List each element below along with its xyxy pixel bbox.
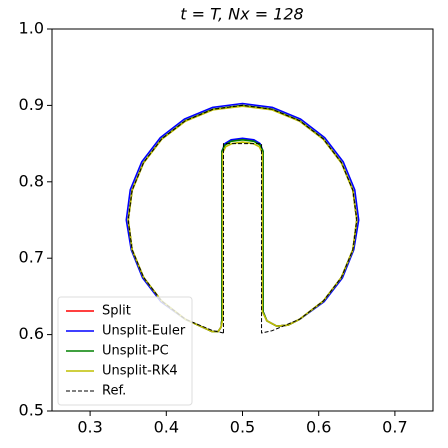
y-tick-label: 0.5 [19,401,44,420]
y-tick-label: 1.0 [19,19,44,38]
x-tick-label: 0.6 [306,418,331,437]
x-tick-label: 0.3 [77,418,102,437]
y-tick-label: 0.8 [19,171,44,190]
x-tick-label: 0.5 [230,418,255,437]
x-tick-label: 0.7 [382,418,407,437]
chart-title: t = T, Nx = 128 [180,5,303,24]
series-line [127,104,358,334]
x-tick-label: 0.4 [154,418,179,437]
legend-label: Ref. [102,384,126,399]
plot-frame [51,28,434,412]
y-tick-label: 0.7 [19,248,44,267]
legend-label: Unsplit-Euler [102,324,186,339]
legend-label: Unsplit-RK4 [102,364,178,379]
y-tick-label: 0.9 [19,95,44,114]
legend-label: Unsplit-PC [102,344,169,359]
legend-label: Split [102,304,131,319]
y-tick-label: 0.6 [19,324,44,343]
legend-box [57,296,193,406]
legend: Split Unsplit-Euler Unsplit-PC Unsplit-RK4 R… [57,296,193,406]
